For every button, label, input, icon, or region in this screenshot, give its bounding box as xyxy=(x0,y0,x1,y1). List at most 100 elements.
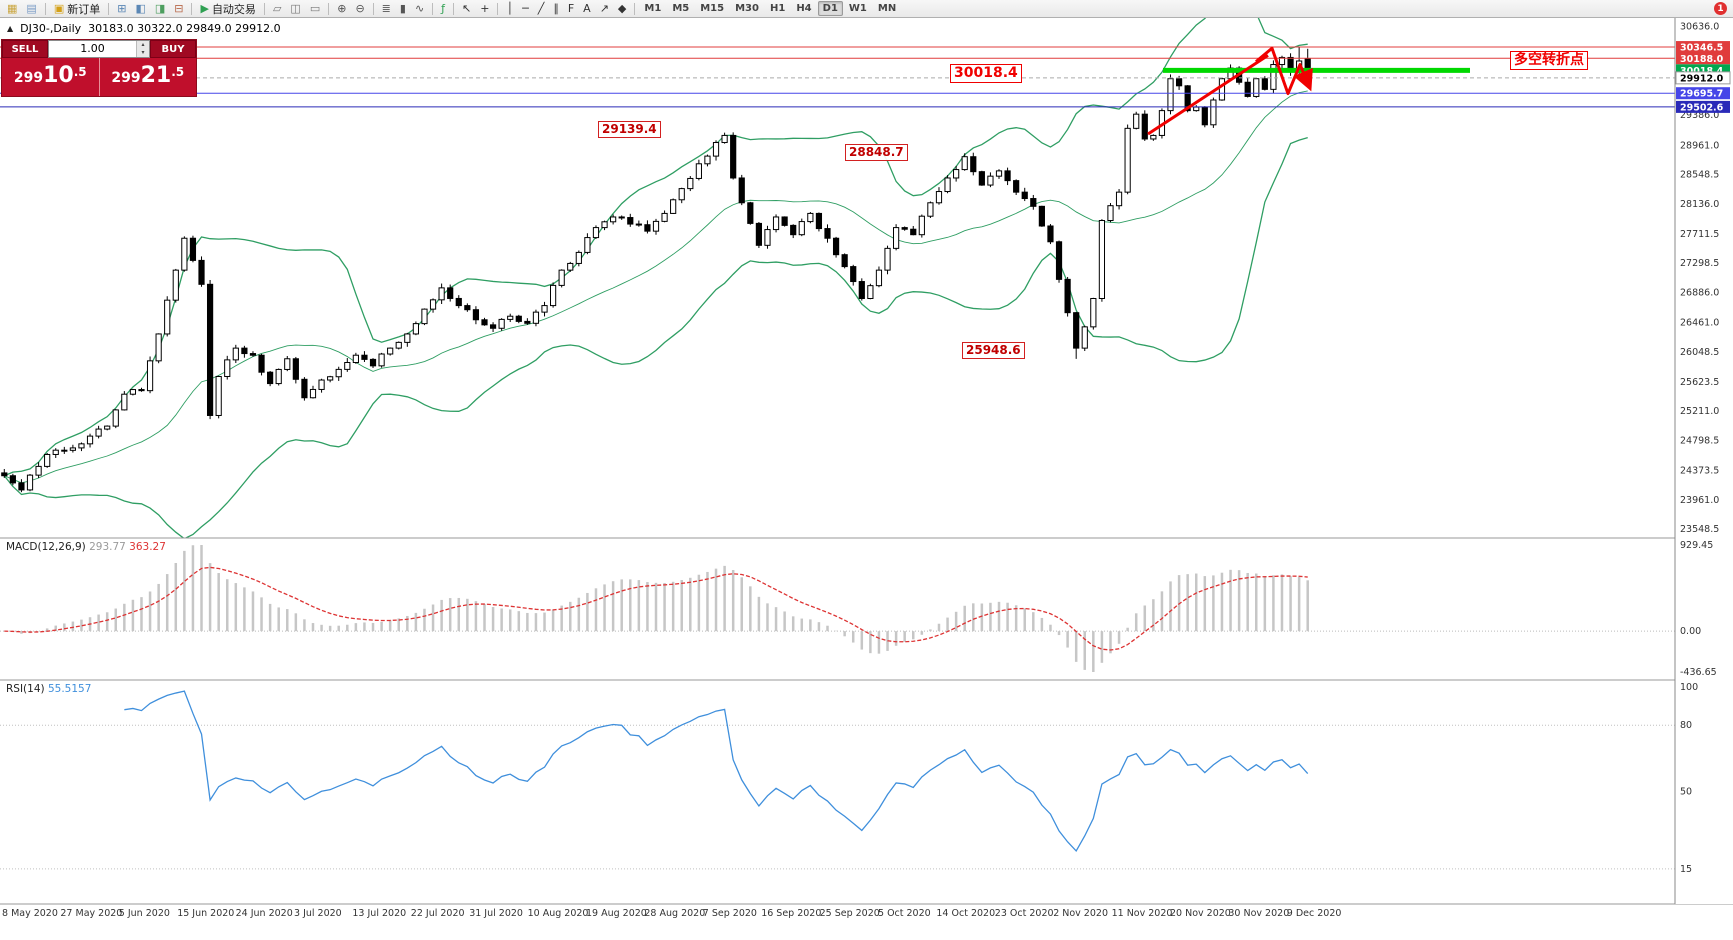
price-scale[interactable]: 30636.0 29386.0 28961.0 28548.5 28136.0 27711… xyxy=(1674,18,1733,904)
buy-button[interactable]: BUY xyxy=(150,40,196,58)
navigator[interactable]: ◨ xyxy=(151,1,169,16)
timeframe-W1[interactable]: W1 xyxy=(848,3,867,14)
note-25948: 25948.6 xyxy=(962,341,1025,359)
autotrading[interactable]: ▶ 自动交易 xyxy=(196,1,259,16)
macd-scale-label: -436.65 xyxy=(1680,667,1717,678)
new-order[interactable]: ▣ 新订单 xyxy=(50,1,104,16)
shapes-tool[interactable]: ◆ xyxy=(614,1,630,16)
horizontal-line-tool[interactable]: ─ xyxy=(518,1,533,16)
macd-scale-label: 0.00 xyxy=(1680,626,1701,637)
arrows-tool[interactable]: ↗ xyxy=(596,1,613,16)
toolbar-separator xyxy=(372,2,374,15)
price-grid-label: 25211.0 xyxy=(1680,406,1719,417)
data-window[interactable]: ◧ xyxy=(131,1,149,16)
timeframe-M15[interactable]: M15 xyxy=(700,3,725,14)
text-tool[interactable]: A xyxy=(579,1,595,16)
zoom-out[interactable]: ⊖ xyxy=(351,1,368,16)
note-turning-point: 多空转折点 xyxy=(1510,50,1588,70)
terminal[interactable]: ⊟ xyxy=(170,1,187,16)
price-badge-label: 29695.7 xyxy=(1680,89,1723,100)
cursor-tool[interactable]: ↖ xyxy=(458,1,475,16)
date-label: 30 Nov 2020 xyxy=(1228,908,1289,919)
channel-tool[interactable]: ∥ xyxy=(549,1,563,16)
date-label: 15 Jun 2020 xyxy=(177,908,234,919)
date-label: 24 Jun 2020 xyxy=(236,908,293,919)
timeframe-H1[interactable]: H1 xyxy=(769,3,786,14)
rsi-scale-label: 15 xyxy=(1680,864,1692,875)
candlestick-mode-icon: ▮ xyxy=(399,2,406,15)
tile-windows-icon: ◫ xyxy=(290,2,301,15)
data-window-icon: ◧ xyxy=(135,2,146,15)
cascade-windows-icon: ▱ xyxy=(272,2,282,15)
volume-down-icon[interactable]: ▾ xyxy=(137,49,149,57)
price-badge-label: 29502.6 xyxy=(1680,102,1724,113)
sell-button[interactable]: SELL xyxy=(2,40,48,58)
autotrading-label: 自动交易 xyxy=(211,2,256,16)
volume-value[interactable]: 1.00 xyxy=(80,42,105,55)
timeframe-H4[interactable]: H4 xyxy=(796,3,812,14)
chart-canvas[interactable]: MACD(12,26,9) 293.77 363.27 RSI(14) 55.51… xyxy=(0,18,1733,940)
timeframe-M30[interactable]: M30 xyxy=(735,3,759,14)
price-badge-label: 30018.4 xyxy=(1680,66,1724,77)
volume-control[interactable]: 1.00 ▴ ▾ xyxy=(48,40,150,58)
trendline-tool[interactable]: ╱ xyxy=(534,1,549,16)
buy-price-suffix: .5 xyxy=(171,65,185,79)
sell-price-prefix: 299 xyxy=(13,70,44,86)
price-grid-label: 24373.5 xyxy=(1680,466,1719,477)
channel-tool-icon: ∥ xyxy=(553,2,559,15)
bollinger-bands xyxy=(3,18,1308,538)
collapse-panel-icon[interactable]: ▲ xyxy=(7,24,14,33)
timeframe-D1[interactable]: D1 xyxy=(817,1,843,16)
bar-chart-mode[interactable]: ≣ xyxy=(378,1,395,16)
date-label: 7 Sep 2020 xyxy=(703,908,757,919)
indicators[interactable]: ƒ xyxy=(437,1,449,16)
notification-badge[interactable]: 1 xyxy=(1714,2,1727,15)
fibonacci-tool[interactable]: F xyxy=(564,1,578,16)
line-chart-mode[interactable]: ∿ xyxy=(411,1,428,16)
date-label: 19 Aug 2020 xyxy=(586,908,647,919)
date-label: 8 May 2020 xyxy=(2,908,58,919)
chart-profiles[interactable]: ▤ xyxy=(22,1,40,16)
timeframe-M5[interactable]: M5 xyxy=(672,3,690,14)
date-label: 28 Aug 2020 xyxy=(644,908,705,919)
date-label: 14 Oct 2020 xyxy=(936,908,995,919)
new-chart[interactable]: ▦ xyxy=(3,1,21,16)
date-label: 16 Sep 2020 xyxy=(761,908,821,919)
price-grid-label: 26886.0 xyxy=(1680,287,1719,298)
terminal-icon: ⊟ xyxy=(174,2,184,15)
price-badge xyxy=(1675,71,1731,85)
price-badge-label: 29912.0 xyxy=(1680,73,1724,84)
chart-ohlc-header: ▲ DJ30-,Daily 30183.0 30322.0 29849.0 29… xyxy=(5,22,283,35)
buy-price[interactable]: 299 21.5 xyxy=(100,58,197,96)
timeframe-MN[interactable]: MN xyxy=(877,3,897,14)
vertical-line-tool[interactable]: │ xyxy=(502,1,517,16)
date-label: 5 Oct 2020 xyxy=(878,908,931,919)
zoom-in[interactable]: ⊕ xyxy=(333,1,350,16)
price-grid-label: 28136.0 xyxy=(1680,199,1719,210)
timeframe-M1[interactable]: M1 xyxy=(644,3,662,14)
date-label: 3 Jul 2020 xyxy=(294,908,342,919)
toolbar-separator xyxy=(453,2,455,15)
rsi-scale-label: 100 xyxy=(1680,682,1698,693)
market-watch-icon: ⊞ xyxy=(117,2,127,15)
price-grid-label: 23961.0 xyxy=(1680,495,1719,506)
price-divider xyxy=(98,58,100,96)
volume-spinner[interactable]: ▴ ▾ xyxy=(136,41,149,57)
text-tool-icon: A xyxy=(583,2,591,15)
toolbar-separator xyxy=(432,2,434,15)
market-watch[interactable]: ⊞ xyxy=(113,1,130,16)
horizontal-line-tool-icon: ─ xyxy=(522,2,529,15)
candlestick-mode[interactable]: ▮ xyxy=(396,1,410,16)
note-30018: 30018.4 xyxy=(950,64,1022,84)
price-badge xyxy=(1676,100,1730,113)
arrange-icons[interactable]: ▭ xyxy=(306,1,324,16)
chart-ohlc-values: 30183.0 30322.0 29849.0 29912.0 xyxy=(88,22,281,35)
cascade-windows[interactable]: ▱ xyxy=(269,1,285,16)
sell-price[interactable]: 299 10.5 xyxy=(2,58,99,96)
crosshair-tool[interactable]: + xyxy=(476,1,493,16)
tile-windows[interactable]: ◫ xyxy=(286,1,304,16)
price-grid-label: 24798.5 xyxy=(1680,435,1719,446)
volume-up-icon[interactable]: ▴ xyxy=(137,41,149,49)
main-toolbar: ▦ ▤ ▣ 新订单 ⊞ ◧ ◨ ⊟ ▶ 自动交易 ▱ ◫ ▭ ⊕ ⊖ ≣ ▮ ∿ ƒ ↖ + │ ─ ╱ ∥ F A ↗ ◆ M1 M5 M1… xyxy=(0,0,1733,18)
